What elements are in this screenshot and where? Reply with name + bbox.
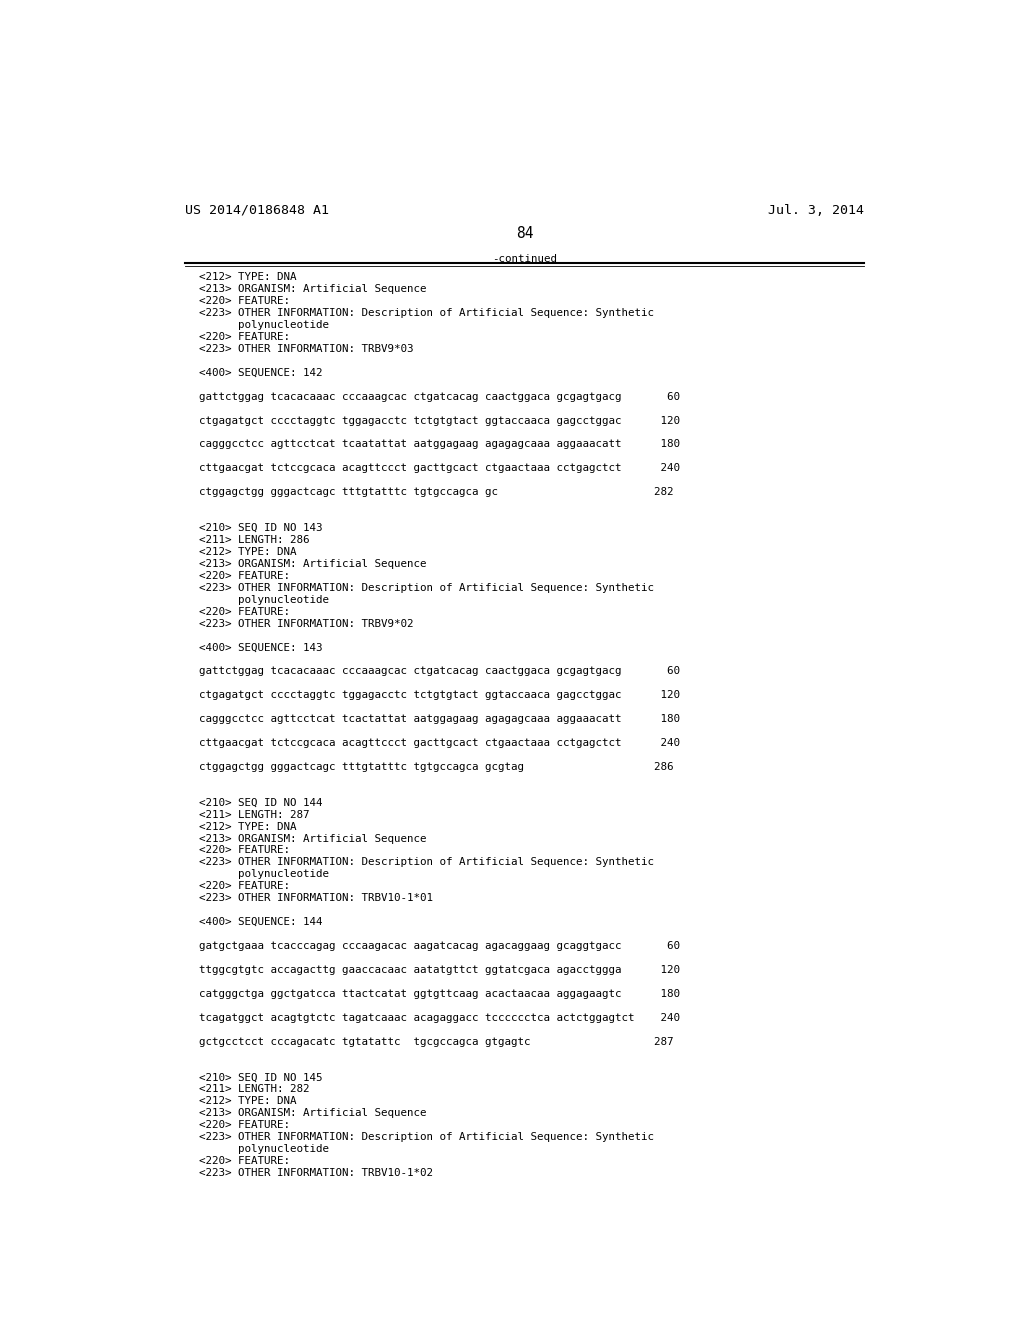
Text: tcagatggct acagtgtctc tagatcaaac acagaggacc tcccccctca actctggagtct    240: tcagatggct acagtgtctc tagatcaaac acagagg… <box>200 1012 680 1023</box>
Text: cagggcctcc agttcctcat tcactattat aatggagaag agagagcaaa aggaaacatt      180: cagggcctcc agttcctcat tcactattat aatggag… <box>200 714 680 725</box>
Text: <211> LENGTH: 282: <211> LENGTH: 282 <box>200 1084 310 1094</box>
Text: gctgcctcct cccagacatc tgtatattc  tgcgccagca gtgagtc                   287: gctgcctcct cccagacatc tgtatattc tgcgccag… <box>200 1036 674 1047</box>
Text: ctgagatgct cccctaggtc tggagacctc tctgtgtact ggtaccaaca gagcctggac      120: ctgagatgct cccctaggtc tggagacctc tctgtgt… <box>200 690 680 700</box>
Text: <220> FEATURE:: <220> FEATURE: <box>200 296 291 306</box>
Text: gattctggag tcacacaaac cccaaagcac ctgatcacag caactggaca gcgagtgacg       60: gattctggag tcacacaaac cccaaagcac ctgatca… <box>200 667 680 676</box>
Text: <212> TYPE: DNA: <212> TYPE: DNA <box>200 546 297 557</box>
Text: <223> OTHER INFORMATION: TRBV10-1*01: <223> OTHER INFORMATION: TRBV10-1*01 <box>200 894 433 903</box>
Text: <400> SEQUENCE: 144: <400> SEQUENCE: 144 <box>200 917 323 927</box>
Text: -continued: -continued <box>493 253 557 264</box>
Text: ctggagctgg gggactcagc tttgtatttc tgtgccagca gc                        282: ctggagctgg gggactcagc tttgtatttc tgtgcca… <box>200 487 674 498</box>
Text: <220> FEATURE:: <220> FEATURE: <box>200 331 291 342</box>
Text: <220> FEATURE:: <220> FEATURE: <box>200 1121 291 1130</box>
Text: <212> TYPE: DNA: <212> TYPE: DNA <box>200 272 297 282</box>
Text: ctgagatgct cccctaggtc tggagacctc tctgtgtact ggtaccaaca gagcctggac      120: ctgagatgct cccctaggtc tggagacctc tctgtgt… <box>200 416 680 425</box>
Text: <213> ORGANISM: Artificial Sequence: <213> ORGANISM: Artificial Sequence <box>200 284 427 294</box>
Text: polynucleotide: polynucleotide <box>200 319 330 330</box>
Text: 84: 84 <box>516 227 534 242</box>
Text: <220> FEATURE:: <220> FEATURE: <box>200 882 291 891</box>
Text: polynucleotide: polynucleotide <box>200 870 330 879</box>
Text: <220> FEATURE:: <220> FEATURE: <box>200 607 291 616</box>
Text: <223> OTHER INFORMATION: Description of Artificial Sequence: Synthetic: <223> OTHER INFORMATION: Description of … <box>200 858 654 867</box>
Text: <223> OTHER INFORMATION: Description of Artificial Sequence: Synthetic: <223> OTHER INFORMATION: Description of … <box>200 308 654 318</box>
Text: <213> ORGANISM: Artificial Sequence: <213> ORGANISM: Artificial Sequence <box>200 558 427 569</box>
Text: <213> ORGANISM: Artificial Sequence: <213> ORGANISM: Artificial Sequence <box>200 833 427 843</box>
Text: <211> LENGTH: 286: <211> LENGTH: 286 <box>200 535 310 545</box>
Text: polynucleotide: polynucleotide <box>200 595 330 605</box>
Text: <210> SEQ ID NO 144: <210> SEQ ID NO 144 <box>200 797 323 808</box>
Text: cagggcctcc agttcctcat tcaatattat aatggagaag agagagcaaa aggaaacatt      180: cagggcctcc agttcctcat tcaatattat aatggag… <box>200 440 680 449</box>
Text: <220> FEATURE:: <220> FEATURE: <box>200 1156 291 1166</box>
Text: <213> ORGANISM: Artificial Sequence: <213> ORGANISM: Artificial Sequence <box>200 1109 427 1118</box>
Text: <223> OTHER INFORMATION: TRBV9*02: <223> OTHER INFORMATION: TRBV9*02 <box>200 619 414 628</box>
Text: ttggcgtgtc accagacttg gaaccacaac aatatgttct ggtatcgaca agacctggga      120: ttggcgtgtc accagacttg gaaccacaac aatatgt… <box>200 965 680 975</box>
Text: gattctggag tcacacaaac cccaaagcac ctgatcacag caactggaca gcgagtgacg       60: gattctggag tcacacaaac cccaaagcac ctgatca… <box>200 392 680 401</box>
Text: cttgaacgat tctccgcaca acagttccct gacttgcact ctgaactaaa cctgagctct      240: cttgaacgat tctccgcaca acagttccct gacttgc… <box>200 738 680 748</box>
Text: <210> SEQ ID NO 145: <210> SEQ ID NO 145 <box>200 1072 323 1082</box>
Text: <210> SEQ ID NO 143: <210> SEQ ID NO 143 <box>200 523 323 533</box>
Text: ctggagctgg gggactcagc tttgtatttc tgtgccagca gcgtag                    286: ctggagctgg gggactcagc tttgtatttc tgtgcca… <box>200 762 674 772</box>
Text: <400> SEQUENCE: 142: <400> SEQUENCE: 142 <box>200 368 323 378</box>
Text: cttgaacgat tctccgcaca acagttccct gacttgcact ctgaactaaa cctgagctct      240: cttgaacgat tctccgcaca acagttccct gacttgc… <box>200 463 680 474</box>
Text: US 2014/0186848 A1: US 2014/0186848 A1 <box>185 203 329 216</box>
Text: <223> OTHER INFORMATION: TRBV10-1*02: <223> OTHER INFORMATION: TRBV10-1*02 <box>200 1168 433 1177</box>
Text: <223> OTHER INFORMATION: TRBV9*03: <223> OTHER INFORMATION: TRBV9*03 <box>200 345 414 354</box>
Text: Jul. 3, 2014: Jul. 3, 2014 <box>768 203 864 216</box>
Text: <220> FEATURE:: <220> FEATURE: <box>200 570 291 581</box>
Text: <400> SEQUENCE: 143: <400> SEQUENCE: 143 <box>200 643 323 652</box>
Text: <212> TYPE: DNA: <212> TYPE: DNA <box>200 821 297 832</box>
Text: gatgctgaaa tcacccagag cccaagacac aagatcacag agacaggaag gcaggtgacc       60: gatgctgaaa tcacccagag cccaagacac aagatca… <box>200 941 680 950</box>
Text: <223> OTHER INFORMATION: Description of Artificial Sequence: Synthetic: <223> OTHER INFORMATION: Description of … <box>200 1133 654 1142</box>
Text: polynucleotide: polynucleotide <box>200 1144 330 1154</box>
Text: <220> FEATURE:: <220> FEATURE: <box>200 846 291 855</box>
Text: <223> OTHER INFORMATION: Description of Artificial Sequence: Synthetic: <223> OTHER INFORMATION: Description of … <box>200 582 654 593</box>
Text: <212> TYPE: DNA: <212> TYPE: DNA <box>200 1097 297 1106</box>
Text: catgggctga ggctgatcca ttactcatat ggtgttcaag acactaacaa aggagaagtc      180: catgggctga ggctgatcca ttactcatat ggtgttc… <box>200 989 680 999</box>
Text: <211> LENGTH: 287: <211> LENGTH: 287 <box>200 809 310 820</box>
